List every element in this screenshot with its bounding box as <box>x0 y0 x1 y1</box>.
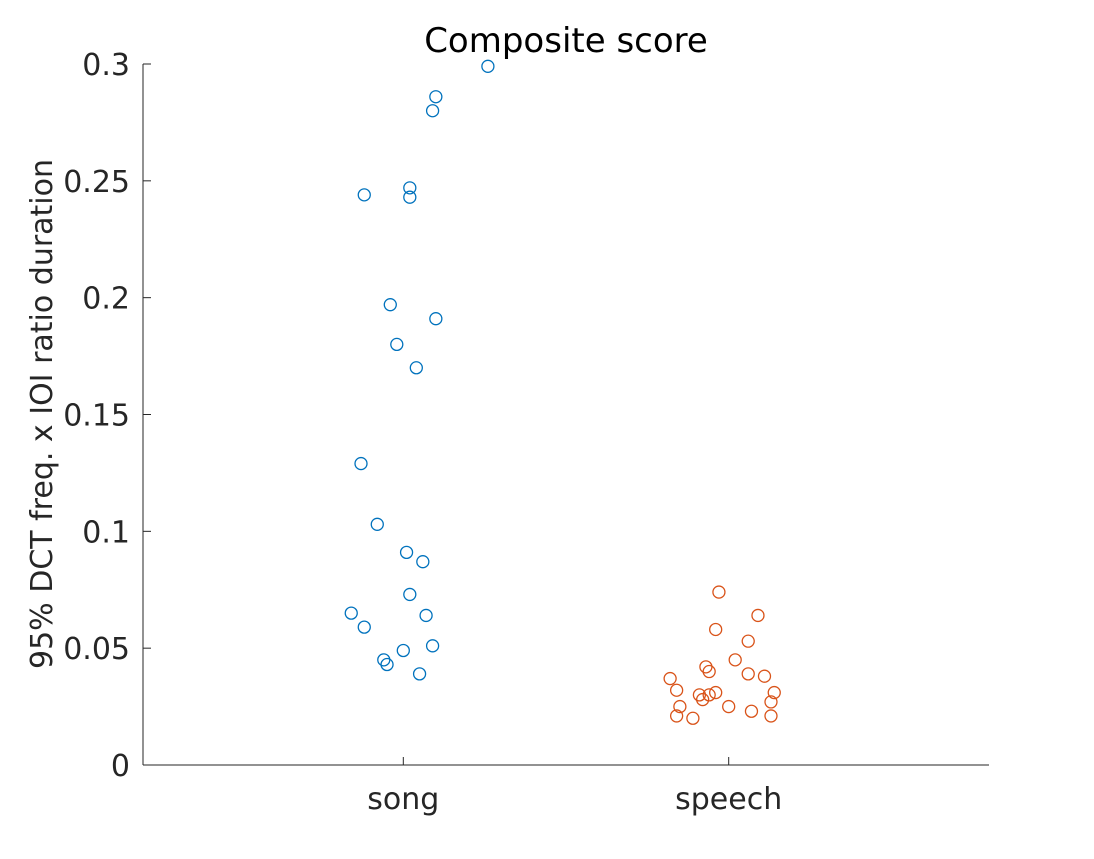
speech-point <box>669 709 684 723</box>
song-point <box>344 606 358 620</box>
speech-point <box>712 585 726 599</box>
speech-point <box>764 709 778 723</box>
y-tick-label: 0.2 <box>82 282 130 317</box>
data-points <box>344 59 781 725</box>
series-speech <box>663 585 781 725</box>
x-tick-label-song: song <box>367 782 439 817</box>
speech-point <box>669 683 684 697</box>
speech-point <box>764 695 778 709</box>
song-point <box>403 181 417 195</box>
speech-point <box>722 699 736 714</box>
speech-point <box>757 669 772 683</box>
speech-point <box>741 667 755 681</box>
song-point <box>357 620 371 634</box>
song-point <box>370 517 384 531</box>
song-point <box>412 667 427 681</box>
song-point <box>429 90 443 104</box>
speech-point <box>767 685 781 700</box>
y-tick-label: 0.05 <box>63 632 130 667</box>
song-point <box>416 555 430 569</box>
speech-point <box>709 622 723 637</box>
song-point <box>425 639 440 653</box>
x-tick-label-speech: speech <box>675 782 782 817</box>
speech-point <box>696 692 710 707</box>
song-point <box>481 59 495 73</box>
song-point <box>419 608 433 623</box>
song-point <box>354 456 368 471</box>
song-point <box>380 657 394 672</box>
speech-point <box>702 664 716 679</box>
speech-point <box>728 653 742 667</box>
speech-point <box>709 685 723 700</box>
speech-point <box>686 711 700 725</box>
song-point <box>403 587 417 602</box>
song-point <box>409 361 423 375</box>
speech-point <box>663 671 677 686</box>
song-point <box>357 188 371 202</box>
song-point <box>390 337 404 352</box>
song-point <box>429 312 443 326</box>
series-song <box>344 59 495 681</box>
chart-title: Composite score <box>424 21 708 61</box>
song-point <box>399 545 414 560</box>
song-point <box>396 643 410 658</box>
speech-point <box>751 608 765 623</box>
speech-point <box>744 704 759 718</box>
song-point <box>383 298 397 312</box>
song-point <box>425 104 440 118</box>
speech-point <box>673 699 687 714</box>
song-point <box>403 190 417 204</box>
y-tick-label: 0.25 <box>63 165 130 200</box>
speech-point <box>741 634 755 648</box>
y-tick-label: 0.1 <box>82 515 130 550</box>
y-tick-label: 0.15 <box>63 399 130 434</box>
axes: 0 0.05 0.1 0.15 0.2 0.25 0.3 song speech <box>63 48 989 817</box>
y-tick-label: 0 <box>111 749 130 784</box>
y-axis-label: 95% DCT freq. x IOI ratio duration <box>25 159 60 669</box>
y-tick-label: 0.3 <box>82 48 130 83</box>
